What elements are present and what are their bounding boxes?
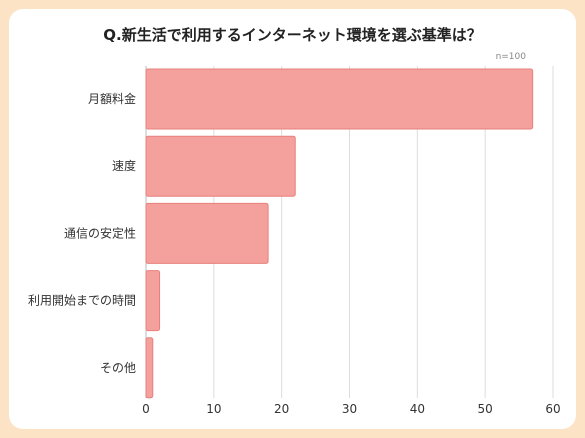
x-tick-label: 50: [478, 402, 493, 416]
sample-size-note: n=100: [495, 52, 526, 62]
category-label: その他: [100, 361, 136, 375]
bar: [145, 135, 296, 197]
category-label: 月額料金: [88, 91, 136, 106]
bar: [145, 337, 154, 399]
chart-title: Q.新生活で利用するインターネット環境を選ぶ基準は？: [103, 26, 482, 44]
x-tick-label: 40: [410, 402, 425, 416]
x-tick-label: 20: [274, 402, 289, 416]
category-label: 速度: [112, 158, 136, 173]
bar: [145, 68, 534, 130]
x-tick-label: 30: [342, 402, 357, 416]
x-tick-label: 60: [545, 402, 560, 416]
category-label: 通信の安定性: [64, 225, 136, 240]
x-tick-label: 10: [206, 402, 221, 416]
bar: [145, 270, 161, 332]
x-tick-label: 0: [142, 402, 150, 416]
category-label: 利用開始までの時間: [28, 294, 136, 308]
bar: [145, 202, 269, 264]
